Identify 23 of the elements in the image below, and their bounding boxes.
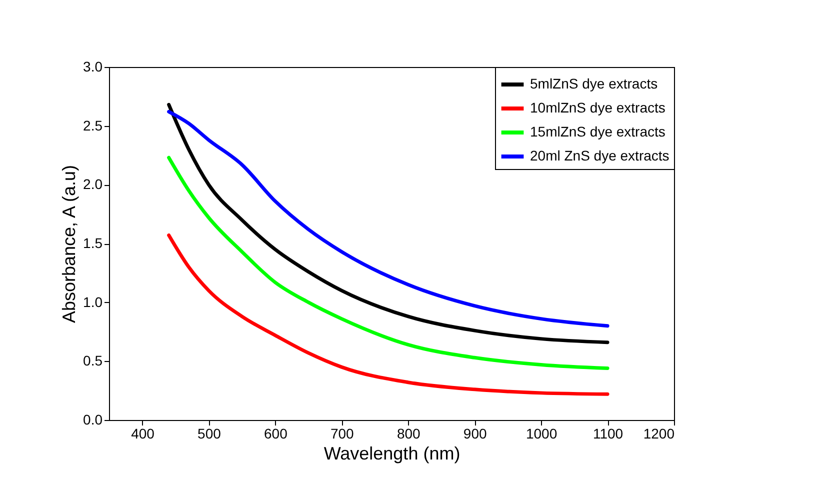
legend-label: 15mlZnS dye extracts	[530, 124, 666, 140]
legend-label: 20ml ZnS dye extracts	[530, 148, 670, 164]
y-tick-label: 1.0	[83, 294, 103, 310]
y-tick-label: 2.5	[83, 117, 103, 134]
x-tick-label: 900	[463, 426, 487, 442]
y-tick-label: 1.5	[83, 235, 103, 251]
x-tick-label: 500	[198, 426, 222, 442]
line-series	[167, 234, 610, 396]
y-tick-label: 0.5	[83, 352, 103, 369]
legend-label: 10mlZnS dye extracts	[530, 100, 666, 116]
x-tick-label: 800	[396, 426, 421, 442]
y-tick-label: 2.0	[83, 176, 103, 192]
x-tick-label: 1000	[526, 426, 558, 442]
x-tick-label: 1100	[592, 426, 624, 442]
x-axis-title: Wavelength (nm)	[324, 444, 460, 464]
y-axis-title: Absorbance, A (a.u)	[59, 164, 80, 324]
x-tick-label: 700	[330, 426, 354, 442]
x-tick-label: 1200	[643, 426, 675, 442]
legend-label: 5mlZnS dye extracts	[530, 76, 658, 92]
x-tick-label: 400	[131, 426, 155, 442]
x-tick-label: 600	[264, 426, 288, 442]
y-tick-label: 3.0	[83, 58, 103, 74]
y-tick-label: 0.0	[83, 412, 103, 428]
